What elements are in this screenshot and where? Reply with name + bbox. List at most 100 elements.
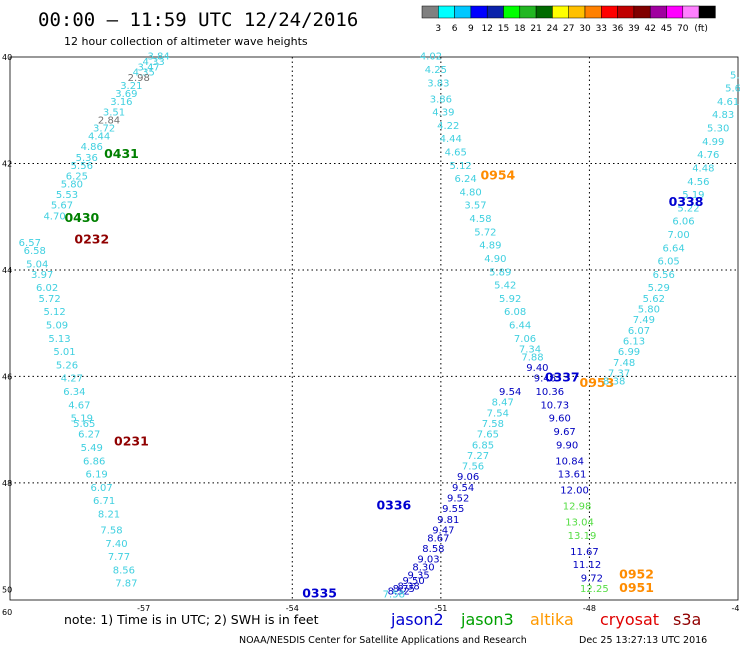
wave-height-value: 5.7: [730, 70, 740, 81]
wave-height-value: 7.49: [633, 315, 655, 326]
wave-height-value: 3.16: [110, 97, 132, 108]
wave-height-value: 13.61: [558, 470, 587, 481]
wave-height-value: 5.89: [489, 267, 511, 278]
colorbar-label: 18: [514, 24, 526, 34]
wave-height-value: 8.56: [113, 565, 135, 576]
colorbar-label: 12: [481, 24, 492, 34]
annotation-area: note: 1) Time is in UTC; 2) SWH is in fe…: [64, 610, 701, 629]
x-tick-label: -51: [434, 604, 447, 613]
track-0338: 5.7 5.6 4.61 4.83 5.30 4.99 4.76 4.48 4.56 5.19 5.…: [603, 70, 740, 387]
track-time-label: 0232: [74, 231, 109, 246]
wave-height-value: 5.65: [73, 419, 95, 430]
wave-height-value: 8.38: [398, 581, 420, 592]
wave-height-value: 4.48: [692, 163, 714, 174]
wave-height-value: 5.49: [81, 443, 103, 454]
wave-height-value: 6.05: [658, 257, 680, 268]
colorbar-swatch: [454, 5, 472, 19]
colorbar-swatch: [698, 5, 716, 19]
colorbar-label: 30: [579, 24, 591, 34]
colorbar-swatch: [682, 5, 700, 19]
colorbar-label: 27: [563, 24, 574, 34]
wave-height-value: 9.03: [417, 555, 439, 566]
wave-height-value: 6.19: [86, 470, 108, 481]
colorbar-swatch: [584, 5, 602, 19]
track-0952: 0952: [619, 567, 654, 582]
y-tick-label: 46: [2, 372, 12, 381]
plot-area: 40 42 44 46 48 50 60 -57 -54 -51 -48 -45 3.844.333.4…: [2, 52, 740, 617]
wave-height-value: 9.47: [432, 525, 454, 536]
colorbar-swatch: [503, 5, 521, 19]
track-time-label: 0337: [545, 370, 580, 385]
wave-height-value: 5.26: [56, 360, 78, 371]
footer: NOAA/NESDIS Center for Satellite Applica…: [239, 635, 707, 646]
wave-height-value: 6.08: [504, 307, 526, 318]
track-0430: 0430: [64, 210, 99, 225]
wave-height-value: 2.84: [98, 116, 120, 127]
wave-height-value: 4.76: [697, 150, 719, 161]
wave-height-value: 5.56: [71, 161, 93, 172]
wave-height-value: 9.50: [402, 576, 424, 587]
wave-height-value: 5.80: [61, 179, 83, 190]
wave-height-value: 4.44: [88, 132, 110, 143]
track-0953: 0953: [580, 375, 615, 390]
colorbar-label: 6: [452, 24, 458, 34]
wave-height-value: 6.56: [653, 270, 675, 281]
track-0336: 9.548.477.547.587.656.857.277.569.069.54…: [376, 387, 521, 600]
wave-height-value: 3.57: [464, 201, 486, 212]
wave-height-value: 5.72: [474, 227, 496, 238]
wave-height-value: 5.62: [643, 294, 665, 305]
colorbar-swatch: [421, 5, 439, 19]
wave-height-value: 4.61: [717, 97, 739, 108]
legend-altika: altika: [530, 610, 574, 629]
colorbar-swatch: [633, 5, 651, 19]
wave-height-value: 4.22: [437, 121, 459, 132]
track-time-label: 0954: [480, 167, 515, 182]
wave-height-value: 7.87: [115, 579, 137, 590]
wave-height-value: 3.83: [427, 78, 449, 89]
wave-height-value: 8.58: [422, 544, 444, 555]
wave-height-value: 4.56: [687, 177, 709, 188]
colorbar-label: 39: [628, 24, 640, 34]
wave-height-value: 5.42: [494, 281, 516, 292]
wave-height-value: 7.56: [462, 462, 484, 473]
colorbar-label: 45: [661, 24, 672, 34]
track-0951: 0951: [619, 580, 654, 595]
wave-height-value: 6.99: [618, 347, 640, 358]
wave-height-value: 5.12: [43, 307, 65, 318]
wave-height-value: 10.73: [540, 400, 569, 411]
wave-height-value: 9.54: [499, 387, 521, 398]
legend-jason3: jason3: [460, 610, 514, 629]
wave-height-value: 2.98: [128, 73, 150, 84]
wave-height-value: 4.27: [61, 374, 83, 385]
wave-height-value: 11.67: [570, 547, 599, 558]
y-tick-label: 48: [2, 479, 12, 488]
wave-height-value: 7.34: [519, 344, 541, 355]
wave-height-value: 8.38: [603, 376, 625, 387]
colorbar-label: 42: [644, 24, 655, 34]
wave-height-value: 12.98: [563, 502, 592, 513]
wave-height-value: 4.02: [420, 52, 442, 63]
wave-height-value: 8.75: [393, 584, 415, 595]
wave-height-value: 7.37: [608, 368, 630, 379]
wave-height-value: 5.22: [677, 203, 699, 214]
wave-height-value: 4.65: [445, 147, 467, 158]
y-tick-label: 42: [2, 159, 12, 168]
wave-height-value: 5.92: [499, 294, 521, 305]
colorbar-label: 9: [468, 24, 474, 34]
wave-height-value: 4.44: [440, 134, 462, 145]
wave-height-value: 7.88: [521, 352, 543, 363]
colorbar-label: 3: [435, 24, 441, 34]
wave-height-value: 4.90: [484, 254, 506, 265]
colorbar-swatch: [552, 5, 569, 19]
wave-height-value: 6.27: [78, 430, 100, 441]
colorbar-swatch: [438, 5, 455, 19]
track-time-label: 0336: [376, 498, 411, 513]
wave-height-value: 12.25: [580, 584, 609, 595]
wave-height-value: 6.64: [662, 243, 684, 254]
wave-height-value: 8.52: [388, 587, 410, 598]
wave-height-value: 7.48: [613, 358, 635, 369]
wave-height-value: 4.70: [43, 211, 65, 222]
wave-height-value: 4.25: [425, 65, 447, 76]
note-text: note: 1) Time is in UTC; 2) SWH is in fe…: [64, 612, 319, 627]
wave-height-value: 12.00: [560, 486, 589, 497]
